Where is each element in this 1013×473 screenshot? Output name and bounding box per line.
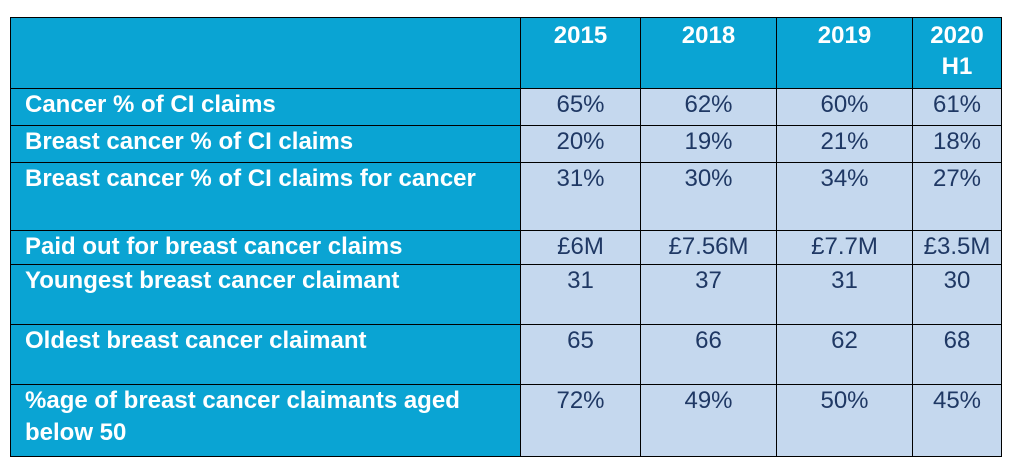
table-cell: 31 xyxy=(776,263,913,326)
table-cell: 66 xyxy=(640,324,777,385)
table-cell: 30% xyxy=(640,162,777,231)
table-cell: 20% xyxy=(520,125,641,164)
table-cell: 31 xyxy=(520,263,641,326)
table-cell: £7.7M xyxy=(776,229,913,265)
table-row: Breast cancer % of CI claims for cancer … xyxy=(10,162,1002,231)
header-year-2018: 2018 xyxy=(640,17,777,89)
header-year-2020-h1: 2020 H1 xyxy=(912,17,1002,89)
table-row: Youngest breast cancer claimant 31 37 31… xyxy=(10,263,1002,326)
table-cell: 68 xyxy=(912,324,1002,385)
table-cell: 61% xyxy=(912,87,1002,127)
table-row: Oldest breast cancer claimant 65 66 62 6… xyxy=(10,324,1002,385)
table-cell: 62% xyxy=(640,87,777,127)
row-label: Oldest breast cancer claimant xyxy=(10,324,521,385)
header-year-2015: 2015 xyxy=(520,17,641,89)
header-row: 2015 2018 2019 2020 H1 xyxy=(10,17,1002,89)
table-cell: 19% xyxy=(640,125,777,164)
row-label: Breast cancer % of CI claims for cancer xyxy=(10,162,521,231)
row-label: Youngest breast cancer claimant xyxy=(10,263,521,326)
header-corner-cell xyxy=(10,17,521,89)
row-label: Breast cancer % of CI claims xyxy=(10,125,521,164)
table-cell: 60% xyxy=(776,87,913,127)
table-cell: 62 xyxy=(776,324,913,385)
table-cell: £6M xyxy=(520,229,641,265)
row-label: Paid out for breast cancer claims xyxy=(10,229,521,265)
table-cell: 27% xyxy=(912,162,1002,231)
table-cell: 49% xyxy=(640,383,777,458)
table-cell: 30 xyxy=(912,263,1002,326)
table-cell: 18% xyxy=(912,125,1002,164)
table-row: Breast cancer % of CI claims 20% 19% 21%… xyxy=(10,125,1002,164)
table-cell: 65% xyxy=(520,87,641,127)
table-cell: 31% xyxy=(520,162,641,231)
table-cell: 37 xyxy=(640,263,777,326)
table-cell: 21% xyxy=(776,125,913,164)
table-row: Cancer % of CI claims 65% 62% 60% 61% xyxy=(10,87,1002,127)
row-label: Cancer % of CI claims xyxy=(10,87,521,127)
table-row: Paid out for breast cancer claims £6M £7… xyxy=(10,229,1002,265)
table-cell: 45% xyxy=(912,383,1002,458)
row-label: %age of breast cancer claimants aged bel… xyxy=(10,383,521,458)
table-cell: 34% xyxy=(776,162,913,231)
header-year-2019: 2019 xyxy=(776,17,913,89)
table-cell: 50% xyxy=(776,383,913,458)
table-row: %age of breast cancer claimants aged bel… xyxy=(10,383,1002,458)
claims-table: 2015 2018 2019 2020 H1 Cancer % of CI cl… xyxy=(10,17,1002,458)
table-cell: £3.5M xyxy=(912,229,1002,265)
table-cell: £7.56M xyxy=(640,229,777,265)
table-cell: 72% xyxy=(520,383,641,458)
table-cell: 65 xyxy=(520,324,641,385)
